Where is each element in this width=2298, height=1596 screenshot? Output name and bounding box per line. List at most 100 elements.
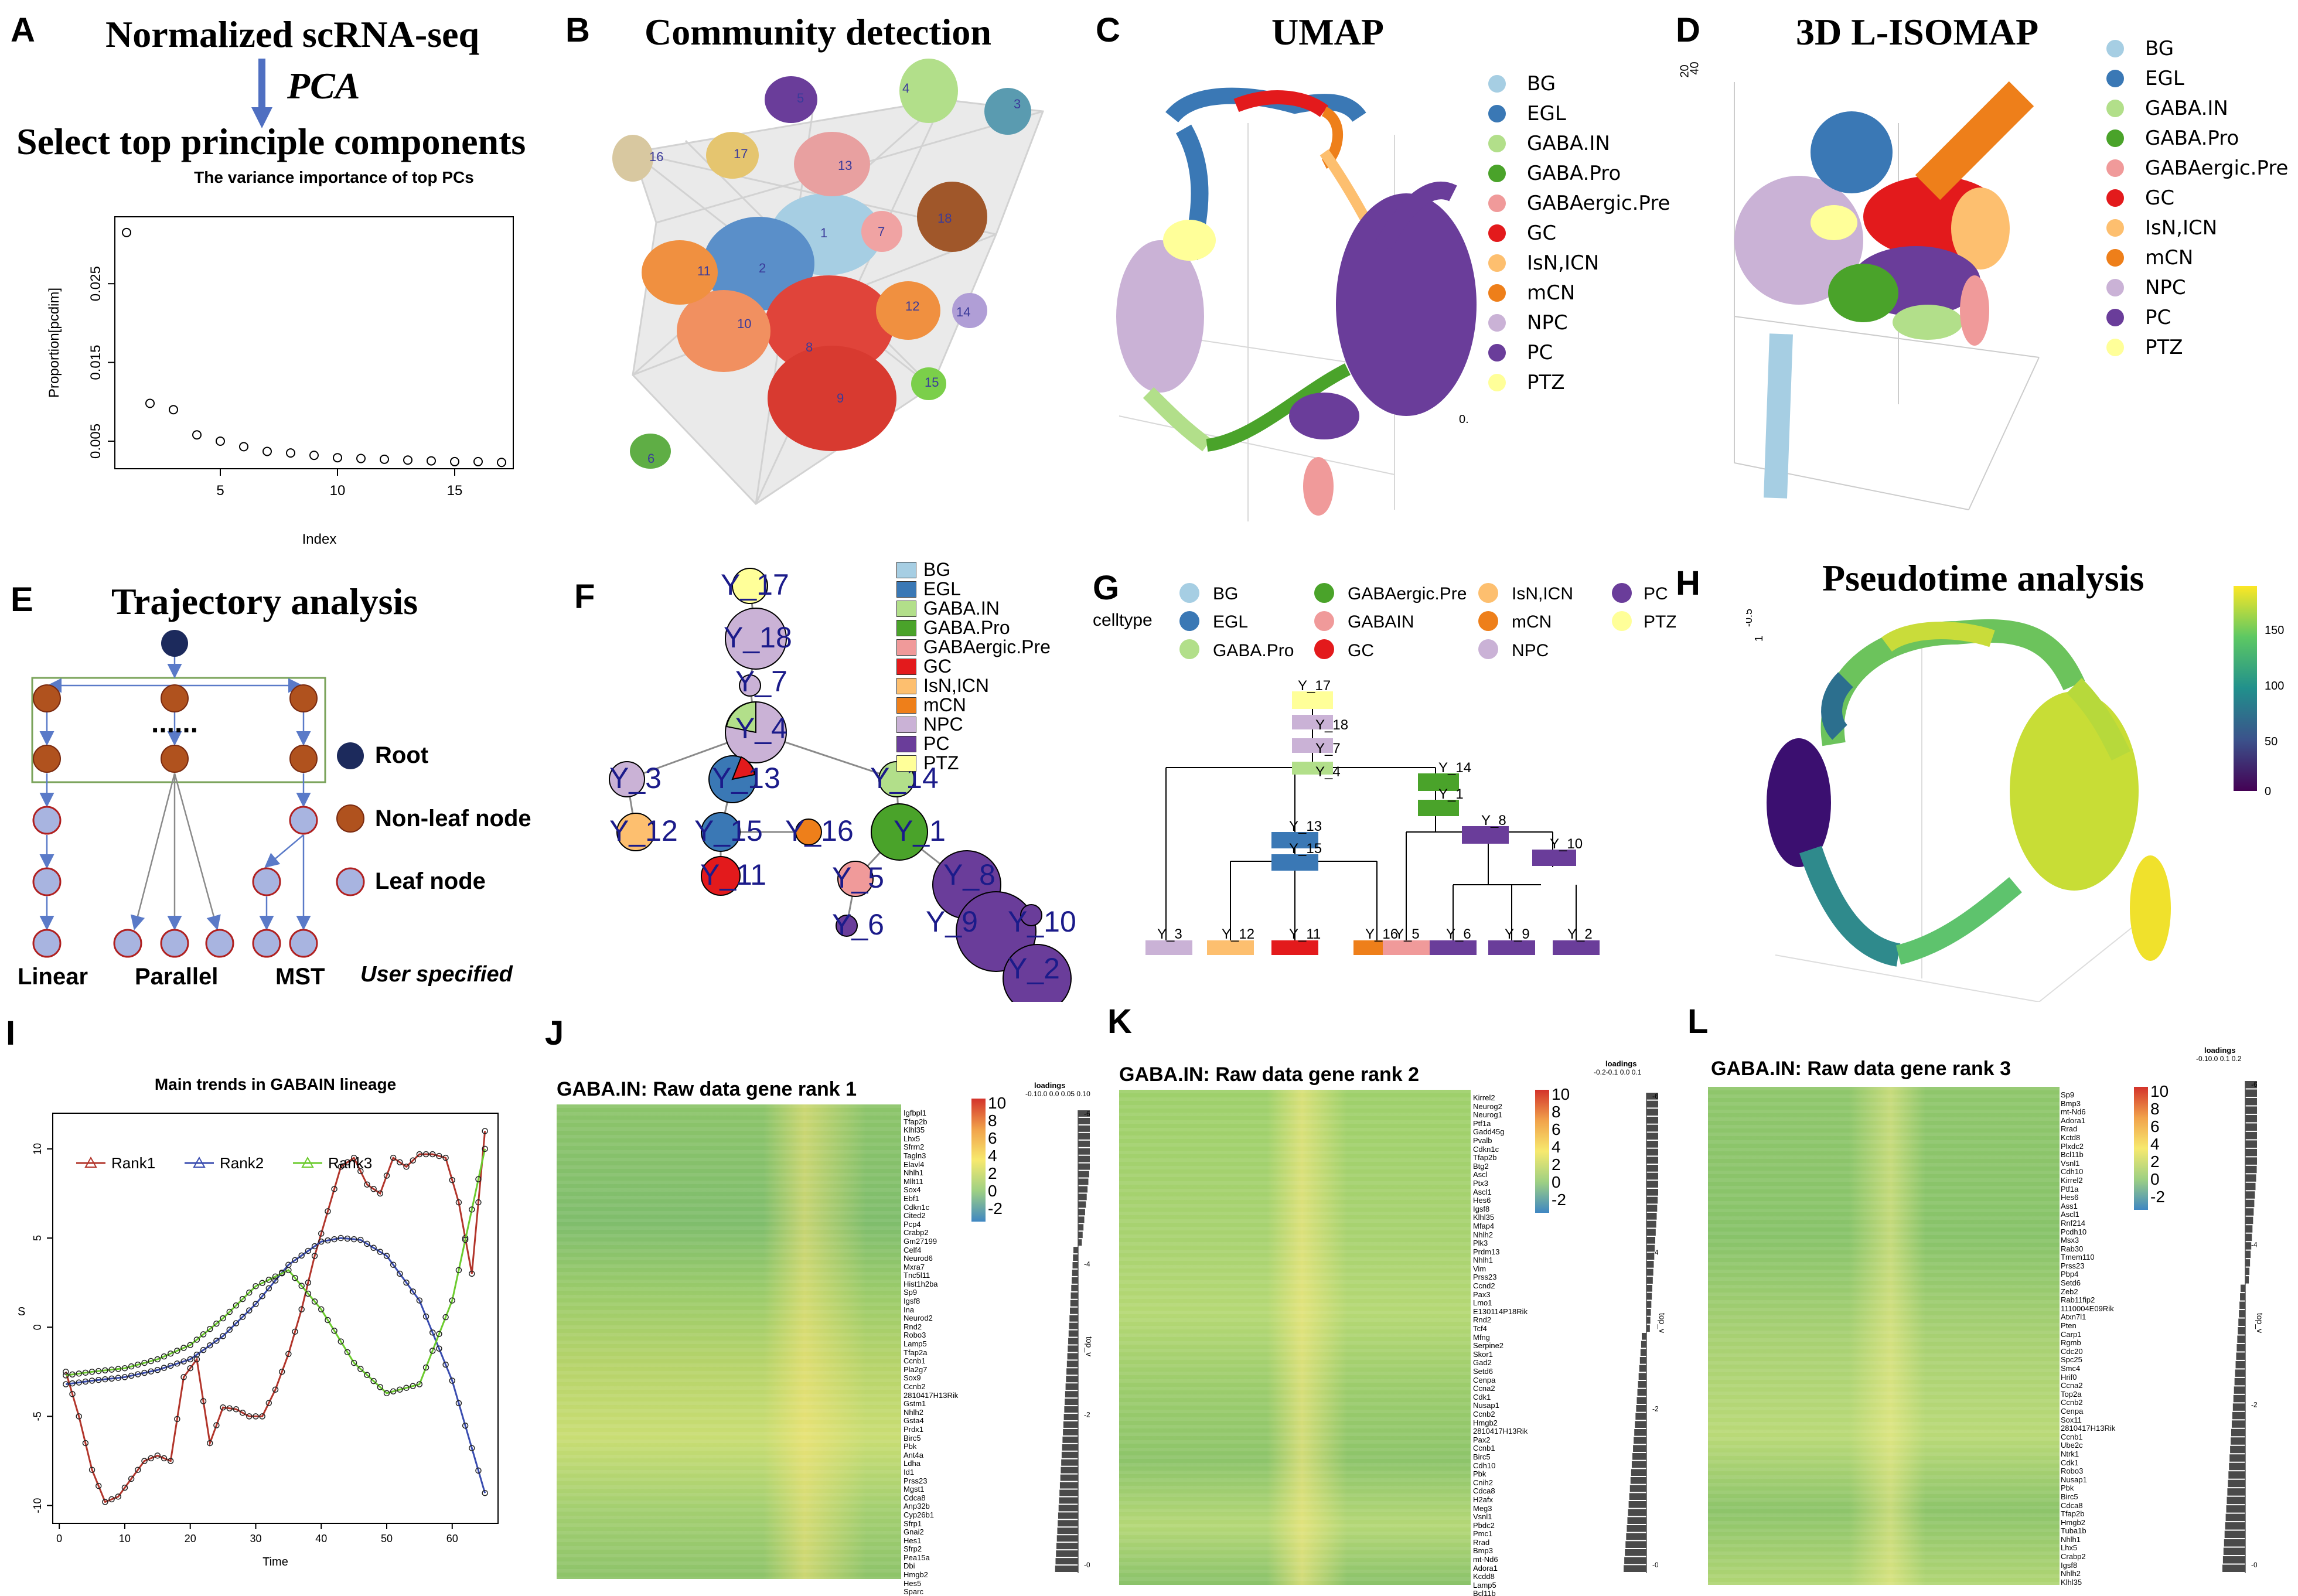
loading-bar [1631,1469,1646,1476]
gene-label: Adora1 [2061,1116,2085,1125]
heatmap-k-title: GABA.IN: Raw data gene rank 2 [1119,1063,1420,1086]
loading-bar [1068,1338,1078,1345]
gene-label: Pbp4 [2061,1270,2079,1279]
legend-label: GABA.IN [2145,96,2228,120]
tree-node-label: Y_13 [712,762,780,794]
loading-bar [1646,1172,1658,1180]
gene-label: Tcf4 [1473,1324,1487,1334]
gene-label: Cdk1 [1473,1392,1491,1401]
isomap-legend-item: GABA.IN [2106,93,2288,123]
legend-label: GABA.Pro [923,617,1010,638]
isomap-legend-item: PTZ [2106,332,2288,362]
panel-c-title: UMAP [1271,11,1384,53]
series-point [135,1467,141,1473]
gene-label: Neurod6 [903,1254,933,1263]
series-point [88,1467,96,1473]
dendro-label: Y_18 [1315,717,1348,733]
loading-bar [1063,1414,1078,1420]
loadings-k-label: loadings [1605,1059,1637,1068]
gene-label: Mfng [1473,1332,1490,1342]
series-point [449,1377,456,1384]
loadings-j-ticks: -0.10.0 0.0 0.05 0.10 [1025,1090,1090,1098]
gene-label: Ccnb2 [1473,1409,1495,1418]
legend-label: PTZ [2145,335,2183,359]
loading-bar [1078,1117,1090,1124]
series-point [455,1199,462,1206]
series-point [422,1313,429,1320]
legend-swatch [2106,69,2124,87]
gene-label: Pbdc2 [1473,1520,1495,1530]
gene-label: Klhl35 [903,1126,925,1135]
legend-swatch [1488,254,1506,272]
series-point [233,1302,240,1309]
series-point [246,1413,253,1420]
loading-bar [1078,1224,1084,1231]
loading-bar [1646,1277,1653,1284]
gene-label: Robo3 [903,1331,926,1340]
loading-bar [1646,1301,1652,1308]
heatmap-k-scale [1535,1090,1549,1213]
loading-bar [1628,1501,1646,1508]
tree-node-label: Y_10 [1008,905,1076,938]
loading-bar [2245,1097,2257,1106]
panel-f: F [562,557,1090,1002]
loading-bar [1646,1244,1655,1252]
series-point [108,1366,115,1373]
scale-tick: 6 [988,1129,997,1147]
loadings-tick-label: -40 [1652,1249,1658,1257]
panel-e: E Trajectory analysis [0,557,562,1002]
series-point [337,1234,345,1242]
variance-point [145,398,155,408]
loadings-l-ticks: -0.10.0 0.1 0.2 [2196,1055,2242,1063]
legend-swatch [1488,194,1506,212]
series-point [475,1199,482,1206]
loading-bar [1059,1489,1078,1496]
series-point [403,1164,410,1170]
gene-label: Smc4 [2061,1364,2081,1373]
legend-label: mCN [2145,245,2194,270]
legend-swatch [1488,134,1506,152]
scale-tick: 6 [1552,1120,1561,1138]
scale-tick: 8 [988,1111,997,1130]
gene-label: Ccna2 [2061,1381,2083,1390]
loading-bar [2224,1539,2245,1547]
umap-legend-item: GABA.Pro [1488,158,1670,188]
series-point [265,1400,272,1406]
series-point [337,1164,345,1170]
legend-label: NPC [923,714,963,735]
cluster-label: 3 [1014,97,1021,111]
heatmap-k-scale-ticks: 10 8 6 4 2 0 -2 [1552,1086,1570,1209]
isomap-legend-item: PC [2106,302,2288,332]
loading-bar [1646,1237,1655,1244]
loading-bar [2245,1123,2257,1131]
series-point [469,1445,475,1451]
legend-g-items: BG EGL GABA.Pro GABAergic.Pre GABAIN GC … [1179,583,1676,660]
variance-point [473,456,483,466]
series-point [292,1328,298,1335]
series-point [298,1283,305,1289]
cluster-label: 16 [649,149,663,164]
gene-label: Sp9 [2061,1090,2075,1099]
loadings-k-ticks: -0.2-0.1 0.0 0.1 [1594,1068,1642,1076]
gene-label: Gstm1 [903,1399,926,1409]
legend-label: PTZ [923,752,959,773]
tree-node-label: Y_8 [943,858,995,891]
series-point [239,1314,246,1320]
loading-bar [1065,1399,1078,1406]
variance-point [122,227,131,237]
legend-label: GABA.Pro [2145,126,2239,150]
scale-tick: 2 [1552,1155,1561,1174]
series-point [383,1390,390,1397]
gene-label: Cnih2 [1473,1478,1493,1487]
tree-node-label: Y_17 [721,568,789,601]
series-point [475,1176,482,1182]
variance-point [450,456,459,466]
legend-label: IsN,ICN [2145,216,2218,240]
tree-node-label: Y_5 [832,861,884,894]
loading-bar [1067,1353,1078,1360]
gene-label: Prdm13 [1473,1247,1500,1256]
tree-legend-item: BG [896,559,1051,580]
series-point [416,1151,423,1158]
gene-label: Pmc1 [1473,1529,1493,1539]
series-point [135,1361,141,1368]
